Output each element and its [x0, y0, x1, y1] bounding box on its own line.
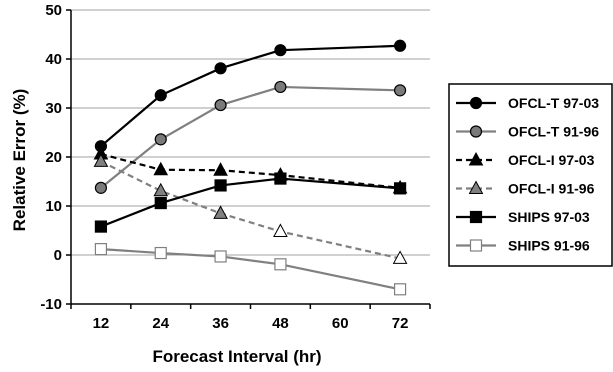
legend-label: OFCL-T 97-03: [508, 95, 599, 111]
data-point: [274, 258, 287, 271]
data-point: [393, 39, 407, 52]
legend-label: OFCL-I 91-96: [508, 181, 595, 197]
series-ofcl-t-91-96: [94, 80, 407, 194]
tick-labels: -10 0 10 20 30 40 50 12 24 36 48 60 72: [40, 2, 408, 332]
series-ships-97-03: [94, 172, 407, 233]
legend-marker: [469, 239, 483, 252]
data-point: [93, 153, 109, 167]
data-point: [273, 223, 288, 237]
y-tick-label: -10: [40, 296, 62, 313]
legend-label: OFCL-T 91-96: [508, 124, 599, 140]
x-tick-label: 36: [212, 315, 229, 332]
legend-item: SHIPS 97-03: [456, 209, 590, 225]
y-tick-label: 0: [54, 247, 62, 264]
data-point: [94, 220, 108, 233]
data-point: [213, 205, 228, 219]
y-axis-title: Relative Error (%): [10, 89, 29, 232]
data-point: [153, 161, 169, 176]
series-ships-91-96: [94, 243, 407, 296]
legend-label: SHIPS 97-03: [508, 209, 590, 225]
data-point: [153, 182, 169, 197]
data-point: [274, 172, 287, 185]
data-point: [154, 246, 167, 260]
data-point: [154, 196, 167, 210]
x-tick-label: 72: [392, 315, 409, 332]
data-point: [274, 44, 287, 57]
y-tick-label: 20: [45, 149, 62, 166]
legend-label: SHIPS 91-96: [508, 238, 590, 254]
data-point: [274, 80, 287, 94]
legend-marker: [469, 96, 483, 110]
data-point: [214, 250, 227, 263]
x-tick-label: 48: [272, 315, 289, 332]
y-tick-label: 30: [45, 100, 62, 117]
data-point: [94, 243, 108, 256]
data-point: [94, 181, 108, 194]
data-point: [214, 62, 227, 75]
legend-label: OFCL-I 97-03: [508, 152, 595, 168]
legend-item: OFCL-I 91-96: [456, 180, 595, 197]
y-tick-label: 50: [45, 2, 62, 19]
legend-item: OFCL-T 97-03: [456, 95, 599, 111]
y-tick-label: 40: [45, 51, 62, 68]
legend-item: SHIPS 91-96: [456, 238, 590, 254]
data-point: [154, 89, 167, 102]
data-point: [392, 250, 408, 264]
y-tick-label: 10: [45, 198, 62, 215]
data-point: [214, 98, 227, 112]
data-point: [154, 133, 167, 146]
legend-item: OFCL-I 97-03: [456, 151, 595, 168]
data-point: [393, 283, 407, 296]
legend-marker: [468, 151, 484, 166]
series-line: [100, 177, 401, 228]
x-tick-label: 12: [93, 315, 110, 332]
series-group: [93, 39, 408, 296]
data-point: [213, 162, 228, 176]
legend-item: OFCL-T 91-96: [456, 124, 599, 140]
legend-marker: [468, 180, 484, 194]
x-tick-label: 60: [332, 315, 349, 332]
x-tick-label: 24: [152, 315, 169, 332]
axes: [66, 9, 431, 309]
data-point: [214, 179, 227, 192]
legend-frame: [448, 83, 613, 267]
data-point: [393, 84, 407, 97]
x-axis-title: Forecast Interval (hr): [152, 347, 321, 366]
legend: OFCL-T 97-03 OFCL-T 91-96 OFCL-I 97-03 OFCL…: [448, 83, 613, 267]
data-point: [393, 182, 407, 195]
legend-marker: [469, 125, 483, 138]
series-ofcl-i-91-96: [93, 153, 408, 264]
legend-marker: [469, 210, 483, 224]
